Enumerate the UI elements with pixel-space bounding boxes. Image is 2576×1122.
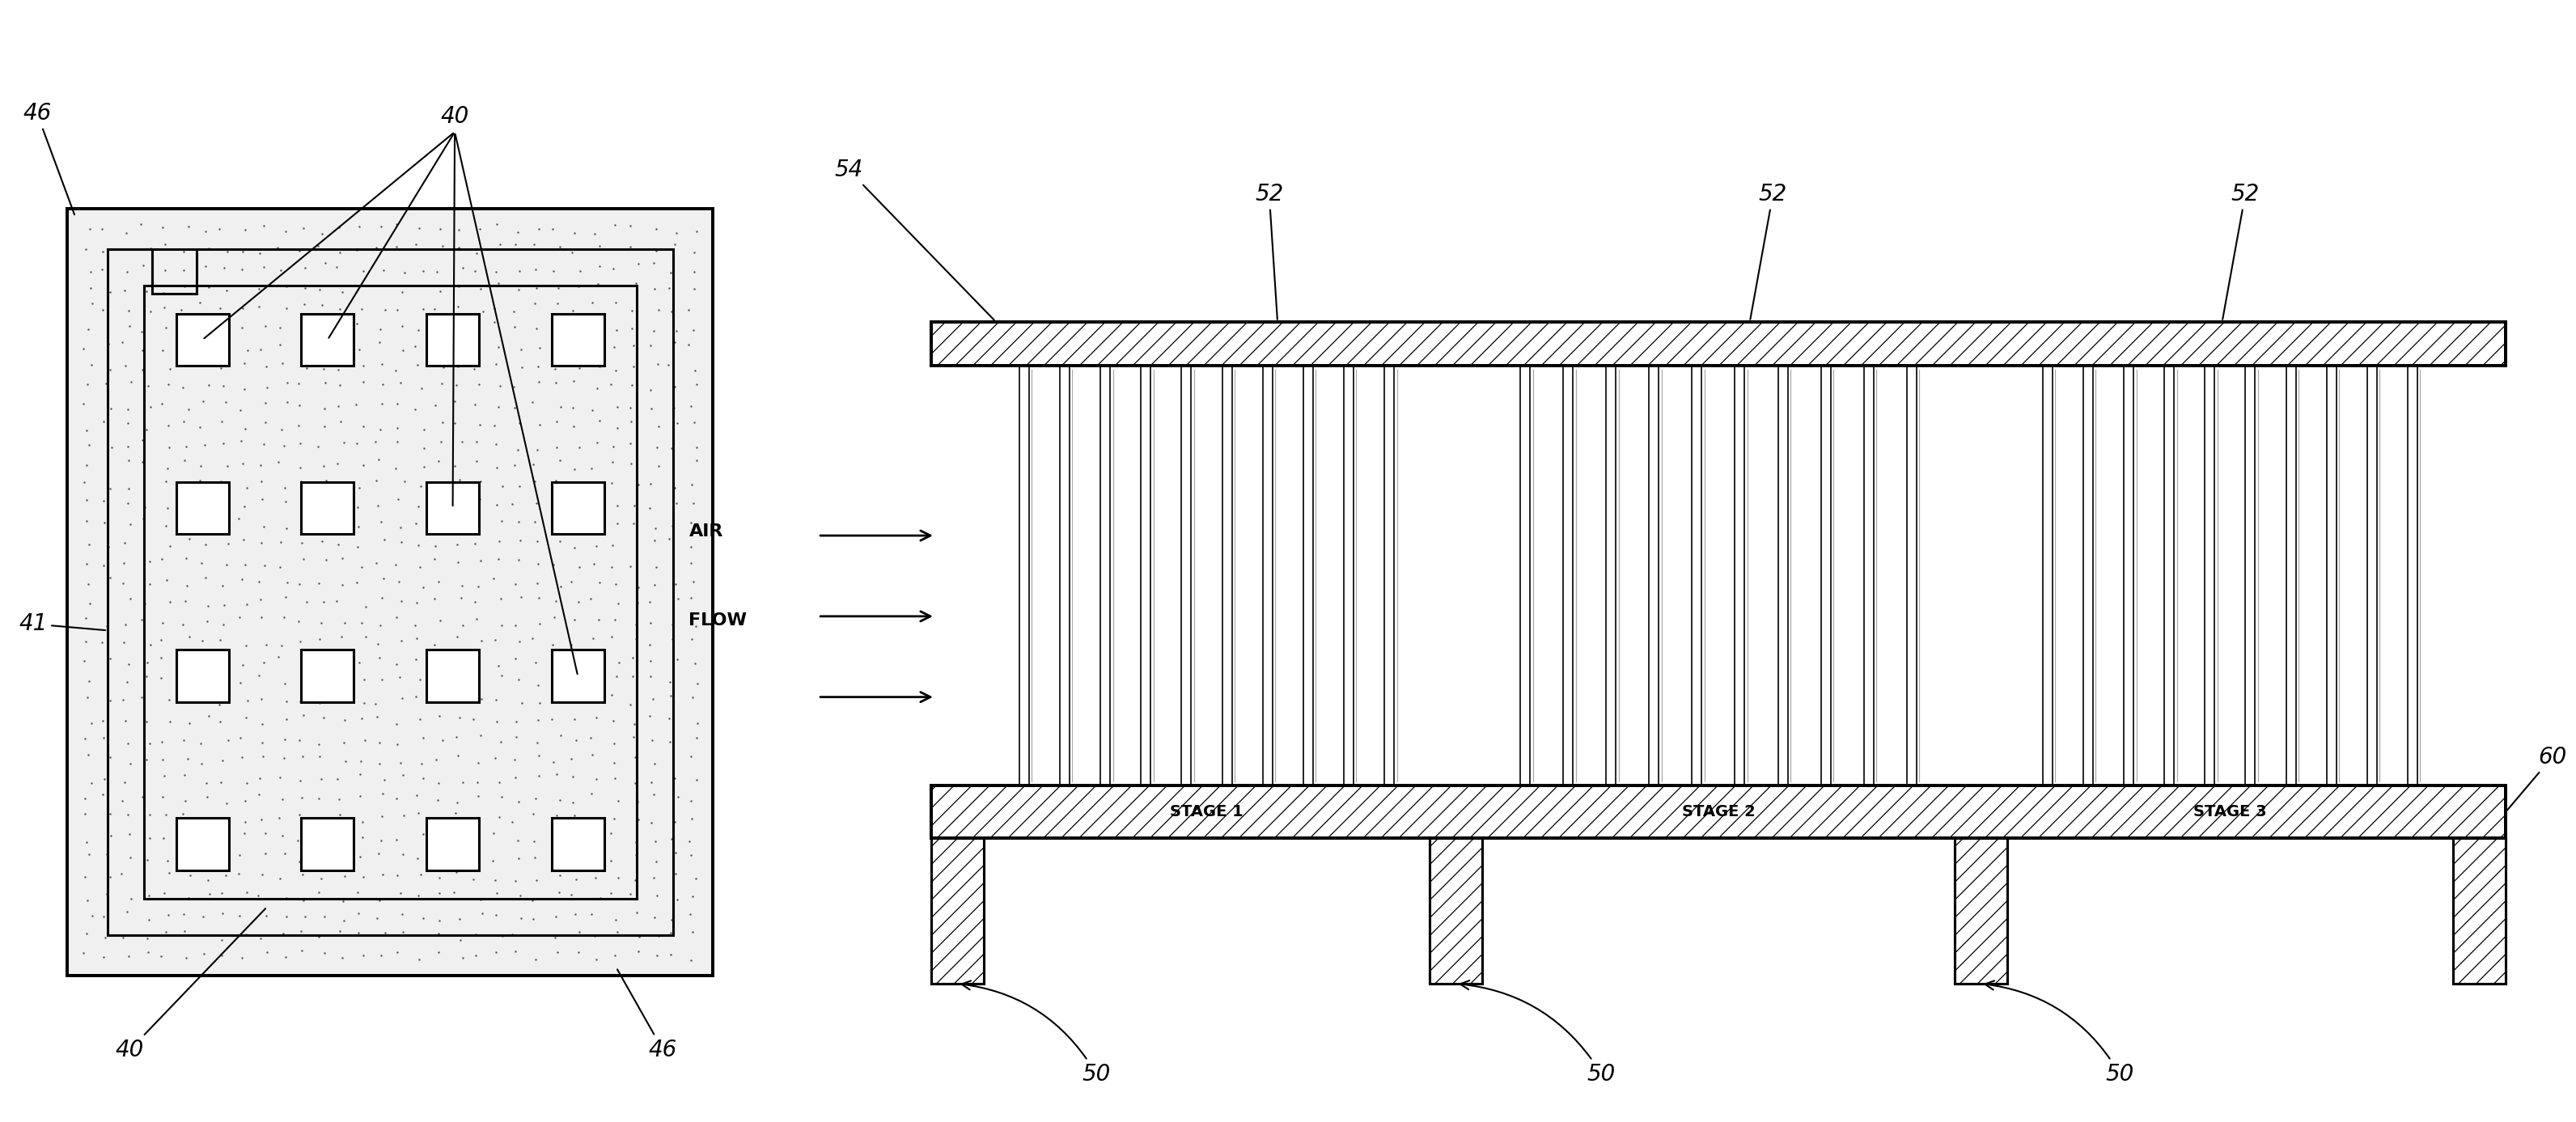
Text: 41: 41 (18, 613, 106, 635)
Bar (1262, 366, 1273, 785)
Bar (1345, 366, 1352, 785)
Bar (551, 818, 605, 871)
Bar (1383, 366, 1394, 785)
Bar (1100, 366, 1110, 785)
Bar (175, 650, 229, 702)
Bar (1906, 366, 1917, 785)
Bar (930, 785, 2506, 838)
Text: STAGE 1: STAGE 1 (1170, 804, 1244, 820)
Bar (1649, 366, 1659, 785)
Bar (67, 209, 714, 975)
Bar (1059, 366, 1069, 785)
Bar (175, 313, 229, 366)
Bar (2205, 366, 2215, 785)
Text: 52: 52 (1749, 183, 1788, 320)
Bar (1564, 366, 1574, 785)
Bar (2409, 366, 2416, 785)
Bar (301, 818, 353, 871)
Text: 50: 50 (961, 981, 1110, 1085)
Bar (2285, 366, 2295, 785)
Bar (301, 650, 353, 702)
Text: 46: 46 (23, 102, 75, 214)
Bar (2123, 366, 2133, 785)
Bar (175, 818, 229, 871)
Bar (1520, 366, 1530, 785)
Text: FLOW: FLOW (688, 613, 747, 628)
Bar (1777, 366, 1788, 785)
Text: 40: 40 (116, 909, 265, 1061)
Bar (1430, 838, 1481, 984)
Bar (428, 313, 479, 366)
Bar (1865, 366, 1873, 785)
Bar (1821, 366, 1832, 785)
Text: 60: 60 (2506, 746, 2566, 810)
Text: 46: 46 (618, 969, 677, 1061)
Bar (2367, 366, 2378, 785)
Bar (144, 285, 636, 899)
Text: 40: 40 (440, 105, 469, 128)
Bar (428, 481, 479, 534)
Bar (551, 650, 605, 702)
Text: AIR: AIR (688, 524, 724, 540)
Bar (2326, 366, 2336, 785)
Bar (1221, 366, 1231, 785)
Bar (175, 481, 229, 534)
Bar (1020, 366, 1028, 785)
Text: 50: 50 (1986, 981, 2133, 1085)
Bar (2084, 366, 2092, 785)
Text: 52: 52 (1255, 183, 1283, 320)
Bar (2452, 838, 2506, 984)
Text: STAGE 2: STAGE 2 (1682, 804, 1754, 820)
Bar (2164, 366, 2174, 785)
Bar (930, 838, 984, 984)
Bar (1182, 366, 1190, 785)
Text: 54: 54 (835, 158, 994, 320)
Bar (1955, 838, 2007, 984)
Text: 52: 52 (2223, 183, 2259, 320)
Bar (1736, 366, 1744, 785)
Bar (428, 650, 479, 702)
Text: 50: 50 (1461, 981, 1615, 1085)
Text: STAGE 3: STAGE 3 (2192, 804, 2267, 820)
Bar (2043, 366, 2053, 785)
Bar (930, 322, 2506, 366)
Bar (301, 313, 353, 366)
Bar (67, 209, 714, 975)
Bar (2246, 366, 2254, 785)
Bar (1692, 366, 1703, 785)
Bar (551, 313, 605, 366)
Bar (1607, 366, 1615, 785)
Bar (551, 481, 605, 534)
Bar (1141, 366, 1151, 785)
Bar (108, 249, 672, 936)
Bar (1303, 366, 1314, 785)
Bar (301, 481, 353, 534)
Bar (428, 818, 479, 871)
